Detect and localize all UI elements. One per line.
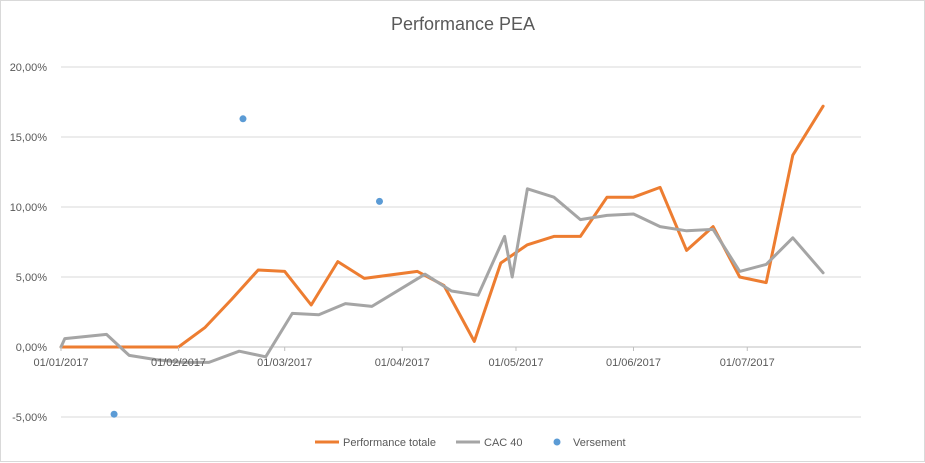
series-versement — [110, 115, 383, 418]
legend-label: CAC 40 — [484, 437, 523, 449]
x-tick-label: 01/07/2017 — [720, 357, 775, 369]
legend: Performance totale CAC 40 Versement — [315, 437, 626, 449]
y-tick-label: 20,00% — [10, 62, 48, 74]
x-tick-label: 01/05/2017 — [488, 357, 543, 369]
data-point-versement — [375, 197, 383, 205]
y-tick-label: 0,00% — [16, 342, 47, 354]
x-tick-label: 01/01/2017 — [33, 357, 88, 369]
series-line-performance-totale — [59, 104, 825, 349]
x-tick-label: 01/06/2017 — [606, 357, 661, 369]
x-tick-label: 01/04/2017 — [375, 357, 430, 369]
y-tick-label: 10,00% — [10, 202, 48, 214]
data-point-versement — [110, 410, 118, 418]
legend-item-performance-totale: Performance totale — [315, 437, 436, 449]
x-tick-label: 01/03/2017 — [257, 357, 312, 369]
legend-swatch — [553, 438, 561, 446]
series-cac-40 — [59, 187, 825, 364]
chart-title: Performance PEA — [391, 14, 535, 34]
y-tick-label: 5,00% — [16, 272, 47, 284]
data-point-versement — [239, 115, 247, 123]
legend-item-versement: Versement — [553, 437, 626, 449]
series-line-cac-40 — [59, 187, 825, 364]
legend-label: Performance totale — [343, 437, 436, 449]
y-axis-tick-labels: -5,00% 0,00% 5,00% 10,00% 15,00% 20,00% — [10, 62, 48, 424]
legend-label: Versement — [573, 437, 626, 449]
series-lines — [59, 104, 825, 418]
y-tick-label: -5,00% — [12, 412, 47, 424]
x-axis-tick-labels: 01/01/2017 01/02/2017 01/03/2017 01/04/2017… — [33, 347, 775, 369]
x-tick-label: 01/02/2017 — [151, 357, 206, 369]
gridlines — [61, 66, 861, 418]
y-tick-label: 15,00% — [10, 132, 48, 144]
series-performance-totale — [59, 104, 825, 349]
legend-item-cac-40: CAC 40 — [456, 437, 523, 449]
